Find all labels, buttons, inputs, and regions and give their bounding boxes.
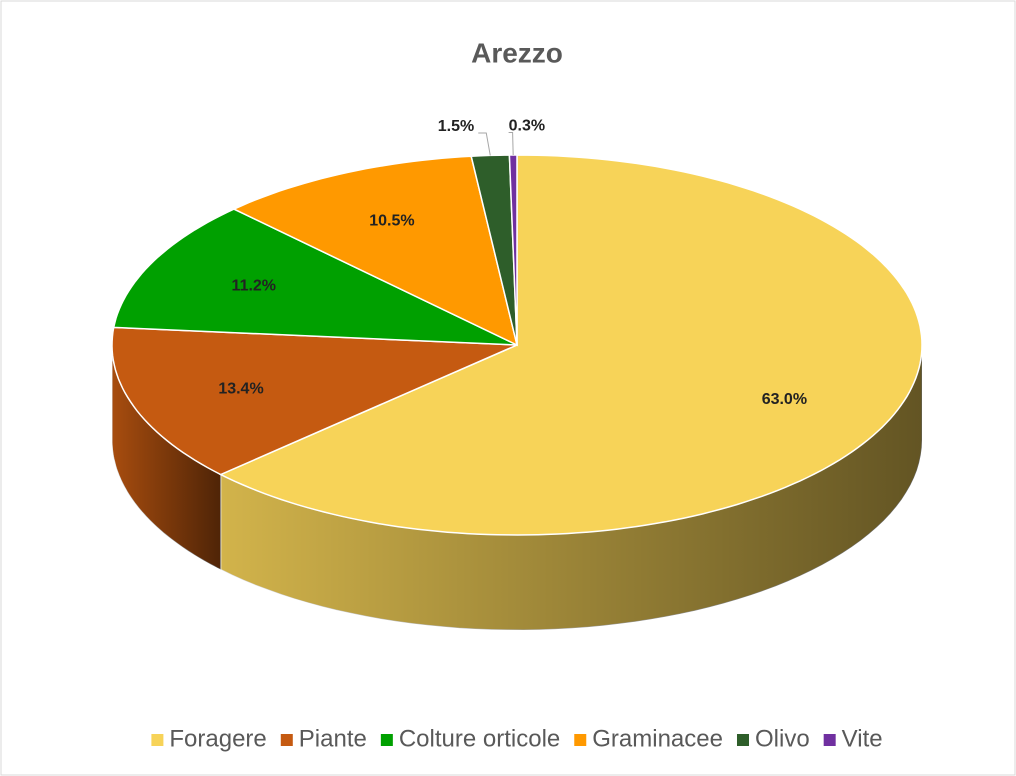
legend-label: Graminacee <box>592 725 723 752</box>
legend-swatch <box>823 734 836 746</box>
legend-swatch <box>380 734 393 746</box>
legend-swatch <box>280 734 293 746</box>
legend-swatch <box>736 734 749 746</box>
legend: Foragere Piante Colture orticole Graminacee… <box>151 725 883 752</box>
data-labels: 63.0% 13.4% 11.2% 10.5% 1.5% 0.3% <box>218 118 807 408</box>
data-label: 63.0% <box>762 391 807 408</box>
pie-side-shade <box>220 345 922 630</box>
data-label: 10.5% <box>369 213 414 230</box>
data-label: 11.2% <box>232 277 276 294</box>
leader-line <box>478 132 491 156</box>
pie-tops <box>111 154 923 536</box>
legend-label: Olivo <box>755 725 810 752</box>
legend-label: Piante <box>299 725 367 752</box>
legend-swatch <box>151 734 164 746</box>
pie-slice <box>218 154 923 536</box>
pie-slice <box>232 155 519 347</box>
data-label: 1.5% <box>438 118 474 135</box>
leader-line <box>508 132 514 156</box>
legend-label: Colture orticole <box>399 725 560 752</box>
pie-slice <box>112 208 518 346</box>
pie-slice <box>111 326 518 476</box>
chart-title: Arezzo <box>471 37 563 68</box>
pie-side-shade <box>112 345 221 570</box>
legend-label: Foragere <box>169 725 266 752</box>
data-label: 0.3% <box>509 118 545 135</box>
legend-swatch <box>574 734 587 746</box>
data-label: 13.4% <box>218 380 263 397</box>
legend-label: Vite <box>842 725 883 752</box>
